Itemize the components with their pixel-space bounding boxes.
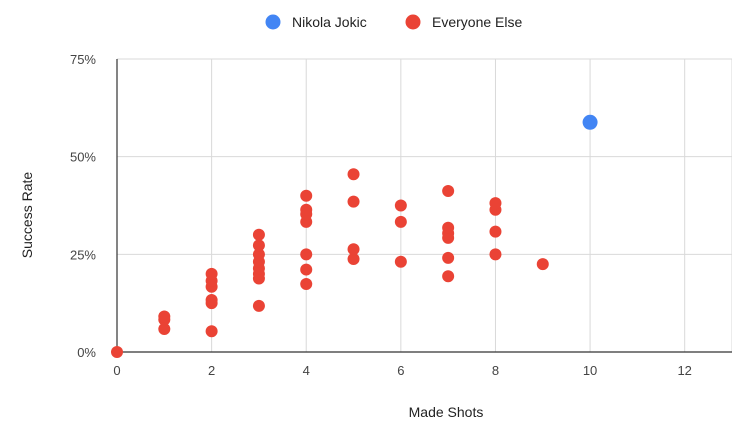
data-point-everyone-else xyxy=(347,195,360,208)
x-axis-title: Made Shots xyxy=(409,404,484,420)
data-point-everyone-else xyxy=(489,197,502,210)
x-tick-label: 8 xyxy=(492,363,499,378)
tick-labels: 0 2 4 6 8 10 12 0% 25% 50% 75% xyxy=(70,52,692,378)
gridlines xyxy=(117,58,732,352)
x-tick-label: 12 xyxy=(677,363,691,378)
data-point-everyone-else xyxy=(300,263,313,276)
x-tick-label: 0 xyxy=(113,363,120,378)
data-point-everyone-else xyxy=(205,325,218,338)
data-point-everyone-else xyxy=(442,270,455,283)
data-point-everyone-else xyxy=(347,243,360,256)
data-point-everyone-else xyxy=(442,221,455,234)
y-tick-label: 0% xyxy=(77,345,96,360)
data-point-everyone-else xyxy=(158,322,171,335)
x-tick-label: 4 xyxy=(303,363,310,378)
data-point-everyone-else xyxy=(158,310,171,323)
data-point-everyone-else xyxy=(205,294,218,307)
data-point-everyone-else xyxy=(300,189,313,202)
legend-marker-everyone-else xyxy=(405,14,421,30)
x-tick-label: 10 xyxy=(583,363,597,378)
data-point-everyone-else xyxy=(394,215,407,228)
data-point-everyone-else xyxy=(252,239,265,252)
data-points xyxy=(111,114,598,358)
data-point-everyone-else xyxy=(489,225,502,238)
legend-label-everyone-else: Everyone Else xyxy=(432,14,522,30)
data-point-everyone-else xyxy=(300,203,313,216)
data-point-everyone-else xyxy=(442,251,455,264)
data-point-everyone-else xyxy=(205,267,218,280)
x-tick-label: 6 xyxy=(397,363,404,378)
data-point-everyone-else xyxy=(252,248,265,261)
y-tick-label: 75% xyxy=(70,52,96,67)
data-point-everyone-else xyxy=(252,228,265,241)
legend-label-nikola-jokic: Nikola Jokic xyxy=(292,14,367,30)
data-point-everyone-else xyxy=(394,199,407,212)
y-tick-label: 25% xyxy=(70,247,96,262)
data-point-nikola-jokic xyxy=(582,114,598,130)
legend-marker-nikola-jokic xyxy=(265,14,281,30)
data-point-everyone-else xyxy=(489,248,502,261)
data-point-everyone-else xyxy=(347,168,360,181)
data-point-everyone-else xyxy=(536,258,549,271)
legend: Nikola Jokic Everyone Else xyxy=(265,14,522,30)
data-point-everyone-else xyxy=(394,255,407,268)
data-point-everyone-else xyxy=(442,185,455,198)
data-point-everyone-else xyxy=(347,253,360,266)
axes xyxy=(116,59,732,353)
y-axis-title: Success Rate xyxy=(19,172,35,259)
y-tick-label: 50% xyxy=(70,150,96,165)
data-point-everyone-else xyxy=(300,248,313,261)
data-point-everyone-else xyxy=(300,278,313,291)
data-point-everyone-else xyxy=(111,346,123,358)
data-point-everyone-else xyxy=(252,299,265,312)
x-tick-label: 2 xyxy=(208,363,215,378)
